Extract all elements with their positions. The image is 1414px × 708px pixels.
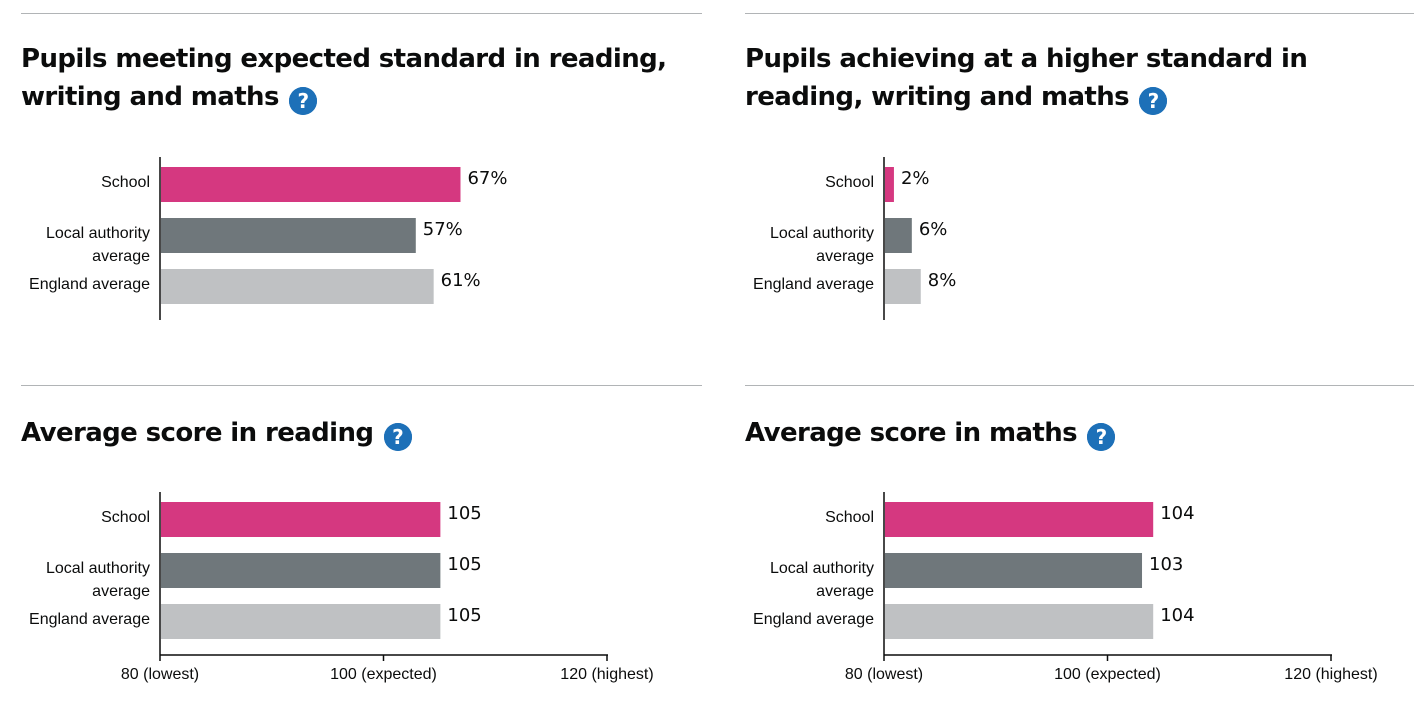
category-label: average: [92, 248, 150, 265]
bar-england: [161, 269, 434, 304]
help-question-icon[interactable]: ?: [1139, 87, 1168, 115]
bar-school: [161, 167, 461, 202]
category-label: England average: [29, 276, 150, 293]
bar-local-authority: [885, 218, 912, 253]
bar-england: [885, 604, 1154, 639]
bar-school: [885, 502, 1154, 537]
bar-value-label: 105: [447, 503, 481, 524]
help-question-icon[interactable]: ?: [1087, 423, 1116, 451]
bar-value-label: 67%: [467, 168, 507, 189]
category-label: School: [101, 174, 150, 191]
bar-england: [161, 604, 441, 639]
help-question-icon[interactable]: ?: [289, 87, 318, 115]
bar-chart: 2% School 6% Local authority average 8% Englan…: [753, 157, 957, 320]
chart-panel-higher-standard: Pupils achieving at a higher standard in…: [745, 0, 1414, 360]
bar-chart: 104 School 103 Local authority average 104 Eng…: [753, 492, 1378, 683]
x-tick-label: 100 (expected): [1054, 666, 1161, 683]
x-tick-label: 120 (highest): [1284, 666, 1377, 683]
bar-value-label: 103: [1149, 554, 1183, 575]
bar-school: [885, 167, 894, 202]
category-label: average: [816, 583, 874, 600]
chart-panel-reading-score: Average score in reading ? 105 School 105 L…: [21, 372, 702, 708]
bar-value-label: 57%: [423, 219, 463, 240]
chart-panel-expected-standard: Pupils meeting expected standard in read…: [21, 0, 702, 360]
category-label: England average: [29, 611, 150, 628]
bar-value-label: 2%: [901, 168, 930, 189]
category-label: Local authority: [770, 225, 874, 242]
category-label: School: [101, 509, 150, 526]
chart-title-text: Average score in reading: [21, 418, 374, 448]
bar-value-label: 105: [447, 605, 481, 626]
category-label: Local authority: [46, 560, 150, 577]
chart-title: Average score in maths ?: [745, 414, 1414, 452]
bar-chart: 105 School 105 Local authority average 105 Eng…: [29, 492, 654, 683]
bar-value-label: 104: [1160, 503, 1194, 524]
category-label: average: [92, 583, 150, 600]
chart-title-text: Average score in maths: [745, 418, 1078, 448]
category-label: School: [825, 174, 874, 191]
chart-title: Average score in reading ?: [21, 414, 702, 452]
bar-value-label: 6%: [919, 219, 948, 240]
x-tick-label: 120 (highest): [560, 666, 653, 683]
bar-local-authority: [161, 553, 441, 588]
chart-title: Pupils achieving at a higher standard in…: [745, 40, 1385, 116]
chart-panel-maths-score: Average score in maths ? 104 School 103 Loc…: [745, 372, 1414, 708]
category-label: Local authority: [46, 225, 150, 242]
x-tick-label: 80 (lowest): [845, 666, 923, 683]
category-label: England average: [753, 611, 874, 628]
category-label: average: [816, 248, 874, 265]
bar-local-authority: [161, 218, 416, 253]
bar-value-label: 61%: [441, 270, 481, 291]
bar-value-label: 8%: [928, 270, 957, 291]
x-tick-label: 80 (lowest): [121, 666, 199, 683]
bar-england: [885, 269, 921, 304]
category-label: England average: [753, 276, 874, 293]
category-label: Local authority: [770, 560, 874, 577]
section-divider: [21, 13, 702, 14]
bar-value-label: 105: [447, 554, 481, 575]
chart-title: Pupils meeting expected standard in read…: [21, 40, 702, 116]
bar-chart: 67% School 57% Local authority average 61% Eng…: [29, 157, 508, 320]
bar-local-authority: [885, 553, 1143, 588]
chart-title-text: Pupils achieving at a higher standard in…: [745, 44, 1308, 112]
section-divider: [745, 13, 1414, 14]
bar-school: [161, 502, 441, 537]
section-divider: [745, 385, 1414, 386]
bar-value-label: 104: [1160, 605, 1194, 626]
chart-title-text: Pupils meeting expected standard in read…: [21, 44, 667, 112]
category-label: School: [825, 509, 874, 526]
section-divider: [21, 385, 702, 386]
help-question-icon[interactable]: ?: [383, 423, 412, 451]
x-tick-label: 100 (expected): [330, 666, 437, 683]
